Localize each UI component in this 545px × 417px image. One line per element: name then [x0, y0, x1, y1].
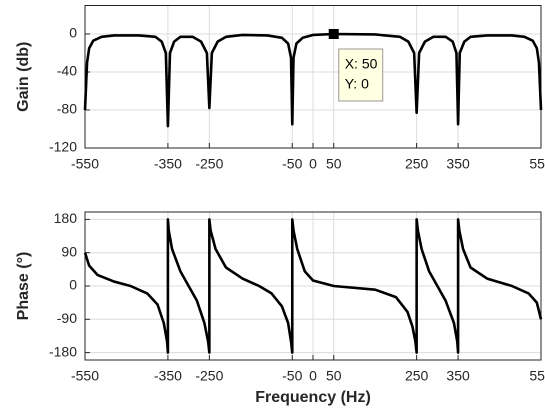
y-tick-label: 0 [69, 277, 77, 293]
x-tick-label: 550 [529, 156, 545, 172]
x-tick-label: -350 [154, 156, 182, 172]
datatip-label: X: 50 [345, 56, 378, 72]
y-tick-label: -90 [57, 310, 77, 326]
datatip-label: Y: 0 [345, 76, 369, 92]
x-tick-label: 50 [326, 156, 342, 172]
x-tick-label: 350 [446, 368, 470, 384]
datatip-marker [328, 29, 339, 39]
x-tick-label: 350 [446, 156, 470, 172]
x-tick-label: 50 [326, 368, 342, 384]
axes-box [84, 211, 542, 361]
x-tick-label: -350 [154, 368, 182, 384]
y-axis-label: Gain (db) [15, 42, 32, 112]
x-tick-label: -50 [282, 368, 302, 384]
y-axis-label: Phase (°) [15, 252, 32, 321]
y-tick-label: 0 [69, 25, 77, 41]
line-series [83, 32, 543, 128]
x-tick-label: -550 [71, 156, 99, 172]
x-tick-label: -50 [282, 156, 302, 172]
y-tick-label: -40 [57, 63, 77, 79]
line-series [83, 218, 543, 354]
axes-box [84, 5, 542, 149]
x-axis-label: Frequency (Hz) [255, 389, 371, 406]
x-tick-label: -250 [195, 156, 223, 172]
y-tick-label: -120 [49, 139, 77, 155]
x-tick-label: 250 [405, 368, 429, 384]
y-tick-label: 180 [54, 210, 78, 226]
x-tick-label: -250 [195, 368, 223, 384]
datatip-box [338, 48, 384, 102]
y-tick-label: 90 [61, 243, 77, 259]
y-tick-label: -180 [49, 343, 77, 359]
x-tick-label: 0 [309, 368, 317, 384]
x-tick-label: 550 [529, 368, 545, 384]
x-tick-label: 0 [309, 156, 317, 172]
x-tick-label: 250 [405, 156, 429, 172]
x-tick-label: -550 [71, 368, 99, 384]
y-tick-label: -80 [57, 101, 77, 117]
